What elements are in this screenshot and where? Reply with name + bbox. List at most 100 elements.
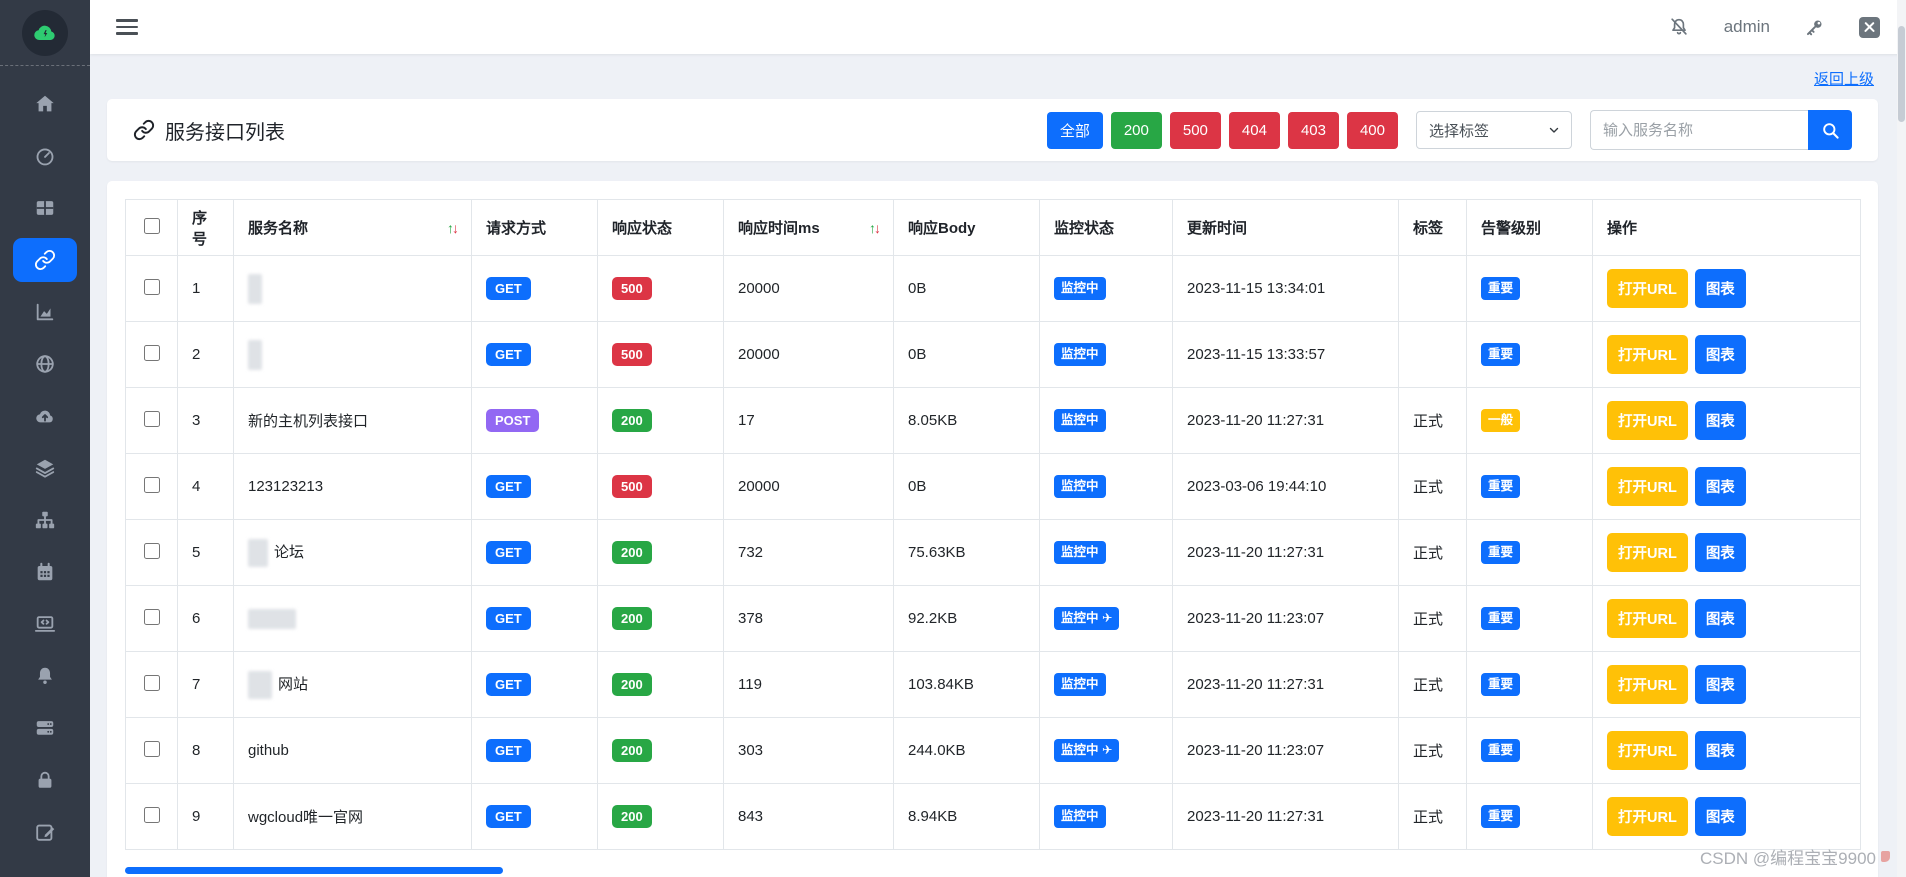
username-label[interactable]: admin [1723, 17, 1770, 36]
status-cell: 500 [597, 453, 724, 520]
updated-time-cell: 2023-11-20 11:27:31 [1172, 387, 1399, 454]
row-checkbox[interactable] [143, 806, 160, 823]
back-to-parent-link[interactable]: 返回上级 [1813, 71, 1874, 88]
tag-label: 正式 [1413, 545, 1444, 562]
title-link-icon [133, 119, 155, 141]
key-icon[interactable] [1804, 17, 1825, 38]
chart-button[interactable]: 图表 [1694, 401, 1746, 440]
sidebar-item-topology[interactable] [13, 498, 77, 542]
cloud-upload-icon [36, 410, 53, 423]
chart-button[interactable]: 图表 [1694, 533, 1746, 572]
topbar: admin [90, 0, 1906, 54]
updated-time-cell: 2023-11-15 13:33:57 [1172, 321, 1399, 388]
monitor-status-badge: 监控中 ✈ [1054, 607, 1120, 630]
status-cell: 500 [597, 321, 724, 388]
tag-label: 正式 [1413, 677, 1444, 694]
sidebar-item-upload[interactable] [13, 394, 77, 438]
open-url-button[interactable]: 打开URL [1607, 599, 1688, 638]
row-index-cell: 8 [177, 717, 234, 784]
chart-button[interactable]: 图表 [1694, 731, 1746, 770]
row-checkbox[interactable] [143, 608, 160, 625]
actions-cell: 打开URL 图表 [1592, 255, 1861, 322]
filter-button-500[interactable]: 500 [1169, 111, 1221, 149]
method-cell: GET [471, 585, 598, 652]
sidebar [0, 0, 90, 877]
filter-button-403[interactable]: 403 [1287, 111, 1339, 149]
sidebar-item-charts[interactable] [13, 290, 77, 334]
method-badge: GET [486, 277, 531, 300]
chart-button[interactable]: 图表 [1694, 335, 1746, 374]
edit-icon [36, 824, 55, 841]
sidebar-item-stacks[interactable] [13, 446, 77, 490]
logout-button[interactable] [1859, 16, 1880, 38]
row-checkbox[interactable] [143, 674, 160, 691]
menu-toggle-button[interactable] [116, 15, 138, 39]
sidebar-item-dashboard[interactable] [13, 134, 77, 178]
column-header: 告警级别 [1466, 199, 1593, 256]
chart-button[interactable]: 图表 [1694, 599, 1746, 638]
sidebar-item-hosts[interactable] [13, 186, 77, 230]
monitor-status-cell: 监控中 ✈ [1039, 585, 1173, 652]
sidebar-item-servers[interactable] [13, 706, 77, 750]
page-title: 服务接口列表 [133, 116, 285, 145]
watermark-logo-fragment [1881, 851, 1890, 862]
column-header: 请求方式 [471, 199, 598, 256]
open-url-button[interactable]: 打开URL [1607, 401, 1688, 440]
sort-toggle[interactable]: ↑↓ [447, 219, 459, 236]
open-url-button[interactable]: 打开URL [1607, 731, 1688, 770]
sidebar-item-services[interactable] [13, 238, 77, 282]
row-checkbox[interactable] [143, 410, 160, 427]
row-index-cell: 4 [177, 453, 234, 520]
alert-level-badge: 重要 [1481, 541, 1521, 564]
search-button[interactable] [1808, 110, 1852, 150]
service-name-cell [233, 321, 472, 388]
filter-button-200[interactable]: 200 [1110, 111, 1162, 149]
sidebar-item-editor[interactable] [13, 810, 77, 854]
select-all-checkbox[interactable] [143, 217, 160, 234]
sidebar-item-security[interactable] [13, 758, 77, 802]
sitemap-icon [35, 511, 55, 529]
sort-toggle[interactable]: ↑↓ [869, 219, 881, 236]
sidebar-item-home[interactable] [13, 82, 77, 126]
sidebar-item-network[interactable] [13, 342, 77, 386]
service-name-input[interactable] [1590, 110, 1808, 150]
chart-button[interactable]: 图表 [1694, 269, 1746, 308]
updated-time-cell: 2023-11-20 11:23:07 [1172, 585, 1399, 652]
tag-select[interactable]: 选择标签 [1416, 111, 1572, 149]
filter-button-全部[interactable]: 全部 [1046, 111, 1103, 149]
monitor-status-badge: 监控中 [1054, 409, 1106, 432]
method-badge: GET [486, 607, 531, 630]
chart-button[interactable]: 图表 [1694, 797, 1746, 836]
tag-select-value: 选择标签 [1429, 122, 1490, 140]
chart-button[interactable]: 图表 [1694, 467, 1746, 506]
open-url-button[interactable]: 打开URL [1607, 665, 1688, 704]
row-checkbox[interactable] [143, 740, 160, 757]
row-checkbox[interactable] [143, 476, 160, 493]
service-name: github [248, 742, 289, 759]
open-url-button[interactable]: 打开URL [1607, 533, 1688, 572]
method-badge: GET [486, 343, 531, 366]
updated-time-cell: 2023-11-20 11:27:31 [1172, 519, 1399, 586]
sidebar-item-scripts[interactable] [13, 602, 77, 646]
table-row: 4 123123213 GET 500 20000 0B 监控中 2023-03-06 19:… [125, 453, 1861, 520]
response-time-cell: 732 [723, 519, 894, 586]
open-url-button[interactable]: 打开URL [1607, 269, 1688, 308]
column-header: 服务名称 ↑↓ [233, 199, 472, 256]
status-code-badge: 500 [612, 475, 652, 498]
horizontal-scrollbar-thumb[interactable] [125, 867, 503, 874]
laptop-code-icon [34, 616, 56, 632]
open-url-button[interactable]: 打开URL [1607, 335, 1688, 374]
filter-button-400[interactable]: 400 [1346, 111, 1398, 149]
open-url-button[interactable]: 打开URL [1607, 467, 1688, 506]
row-checkbox[interactable] [143, 542, 160, 559]
row-checkbox[interactable] [143, 278, 160, 295]
vertical-scrollbar-thumb[interactable] [1898, 26, 1905, 122]
chart-button[interactable]: 图表 [1694, 665, 1746, 704]
status-cell: 200 [597, 585, 724, 652]
bell-slash-icon[interactable] [1668, 16, 1690, 38]
sidebar-item-schedule[interactable] [13, 550, 77, 594]
open-url-button[interactable]: 打开URL [1607, 797, 1688, 836]
filter-button-404[interactable]: 404 [1228, 111, 1280, 149]
row-checkbox[interactable] [143, 344, 160, 361]
sidebar-item-alerts[interactable] [13, 654, 77, 698]
